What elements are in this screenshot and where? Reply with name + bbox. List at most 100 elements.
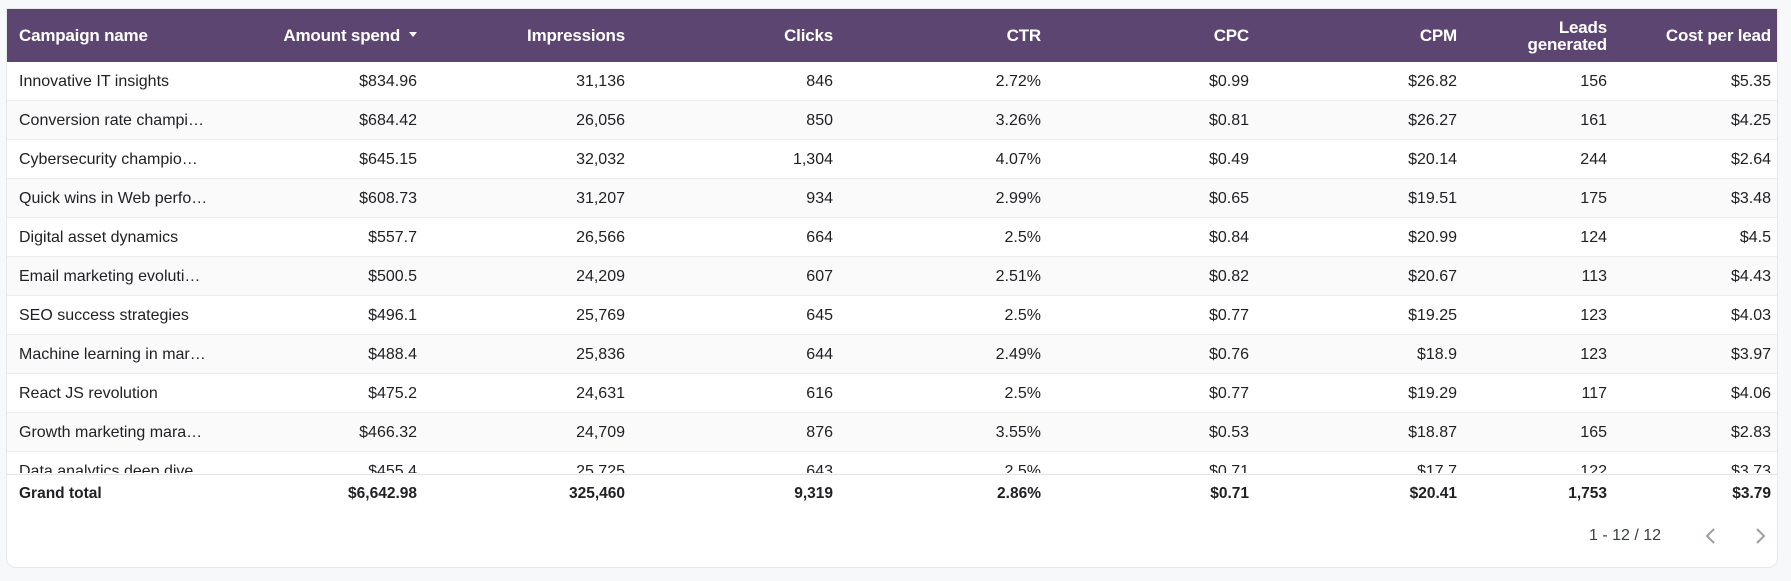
cell-campaign-name: Innovative IT insights	[19, 73, 170, 90]
cell-leads-generated: 175	[1580, 190, 1607, 207]
cell-cpm: $20.99	[1408, 229, 1457, 246]
cell-cpm: $18.87	[1408, 424, 1457, 441]
table-row[interactable]: React JS revolution $475.2 24,631 616 2.5% $0…	[7, 374, 1777, 413]
col-header-clicks[interactable]: Clicks	[784, 25, 833, 45]
cell-campaign-name: SEO success strategies	[19, 307, 189, 324]
cell-leads-generated: 123	[1580, 346, 1607, 363]
cell-leads-generated: 156	[1580, 73, 1607, 90]
cell-impressions: 26,566	[576, 229, 625, 246]
cell-amount-spend: $496.1	[368, 307, 417, 324]
cell-leads-generated: 161	[1580, 112, 1607, 129]
table-row[interactable]: Quick wins in Web perfo… $608.73 31,207 934…	[7, 179, 1777, 218]
cell-cpc: $0.76	[1208, 346, 1249, 363]
cell-cost-per-lead: $4.5	[1739, 229, 1771, 246]
total-impressions: 325,460	[568, 485, 625, 502]
total-leads: 1,753	[1568, 485, 1607, 502]
cell-cpc: $0.77	[1208, 307, 1249, 324]
cell-impressions: 25,769	[576, 307, 625, 324]
table-row[interactable]: Growth marketing mara… $466.32 24,709 876 3.…	[7, 413, 1777, 452]
cell-campaign-name: Machine learning in mar…	[19, 346, 206, 363]
total-ctr: 2.86%	[997, 485, 1041, 502]
cell-clicks: 850	[806, 112, 833, 129]
cell-clicks: 846	[806, 73, 833, 90]
table-row[interactable]: Email marketing evoluti… $500.5 24,209 607 2…	[7, 257, 1777, 296]
cell-cpc: $0.53	[1208, 424, 1249, 441]
cell-leads-generated: 113	[1581, 268, 1607, 285]
table-row[interactable]: SEO success strategies $496.1 25,769 645 2.5…	[7, 296, 1777, 335]
total-amount-spend: $6,642.98	[348, 485, 417, 502]
cell-amount-spend: $645.15	[359, 151, 417, 168]
chevron-right-icon	[1756, 528, 1766, 544]
cell-cpc: $0.99	[1208, 73, 1249, 90]
total-cpc: $0.71	[1210, 485, 1249, 502]
cell-ctr: 3.55%	[995, 424, 1041, 441]
cell-cpc: $0.82	[1208, 268, 1249, 285]
cell-amount-spend: $455.4	[368, 463, 417, 473]
cell-campaign-name: Conversion rate champi…	[19, 112, 204, 129]
table-row[interactable]: Data analytics deep dive $455.4 25,725 643 2…	[7, 452, 1777, 473]
cell-clicks: 876	[806, 424, 833, 441]
cell-campaign-name: Quick wins in Web perfo…	[19, 190, 208, 207]
col-header-campaign-name[interactable]: Campaign name	[19, 25, 148, 45]
cell-ctr: 2.99%	[995, 190, 1041, 207]
col-header-leads-generated[interactable]: Leads generated	[1527, 17, 1608, 54]
cell-cost-per-lead: $4.03	[1730, 307, 1771, 324]
table-row[interactable]: Innovative IT insights $834.96 31,136 846 2.…	[7, 62, 1777, 101]
table-row[interactable]: Conversion rate champi… $684.42 26,056 850 3…	[7, 101, 1777, 140]
grand-total-label: Grand total	[19, 485, 102, 502]
cell-impressions: 25,836	[576, 346, 625, 363]
col-header-cost-per-lead[interactable]: Cost per lead	[1665, 25, 1771, 45]
cell-ctr: 2.49%	[995, 346, 1041, 363]
cell-ctr: 2.5%	[1004, 307, 1041, 324]
cell-leads-generated: 122	[1580, 463, 1607, 473]
chevron-left-icon	[1705, 528, 1715, 544]
cell-ctr: 2.51%	[995, 268, 1041, 285]
cell-campaign-name: React JS revolution	[19, 385, 158, 402]
prev-page-button[interactable]	[1698, 523, 1724, 549]
cell-impressions: 25,725	[576, 463, 625, 473]
cell-leads-generated: 124	[1580, 229, 1607, 246]
cell-amount-spend: $488.4	[368, 346, 417, 363]
cell-cpm: $19.25	[1408, 307, 1457, 324]
table-row[interactable]: Digital asset dynamics $557.7 26,566 664 2.5…	[7, 218, 1777, 257]
cell-impressions: 31,136	[576, 73, 625, 90]
cell-impressions: 31,207	[576, 190, 625, 207]
sort-descending-icon	[409, 32, 417, 37]
cell-campaign-name: Cybersecurity champio…	[19, 151, 198, 168]
cell-cpm: $19.29	[1408, 385, 1457, 402]
cell-amount-spend: $834.96	[359, 73, 417, 90]
cell-amount-spend: $684.42	[359, 112, 417, 129]
table-body[interactable]: Innovative IT insights $834.96 31,136 846 2.…	[7, 62, 1777, 473]
cell-impressions: 24,709	[576, 424, 625, 441]
table-row[interactable]: Cybersecurity champio… $645.15 32,032 1,304…	[7, 140, 1777, 179]
col-header-impressions[interactable]: Impressions	[527, 25, 625, 45]
cell-impressions: 26,056	[576, 112, 625, 129]
cell-ctr: 2.72%	[995, 73, 1041, 90]
total-cost-per-lead: $3.79	[1732, 485, 1771, 502]
cell-cpm: $20.67	[1408, 268, 1457, 285]
cell-clicks: 607	[806, 268, 833, 285]
cell-ctr: 2.5%	[1004, 385, 1041, 402]
table-row[interactable]: Machine learning in mar… $488.4 25,836 644 2…	[7, 335, 1777, 374]
cell-amount-spend: $608.73	[359, 190, 417, 207]
cell-amount-spend: $557.7	[368, 229, 417, 246]
cell-clicks: 1,304	[792, 151, 833, 168]
cell-cpc: $0.49	[1208, 151, 1249, 168]
col-header-cpm[interactable]: CPM	[1419, 25, 1457, 45]
cell-cpm: $17.7	[1416, 463, 1457, 473]
cell-cost-per-lead: $2.83	[1730, 424, 1771, 441]
col-header-cpc[interactable]: CPC	[1213, 25, 1249, 45]
cell-ctr: 3.26%	[995, 112, 1041, 129]
cell-cpc: $0.65	[1208, 190, 1249, 207]
cell-cpm: $18.9	[1416, 346, 1457, 363]
cell-cost-per-lead: $3.97	[1730, 346, 1771, 363]
col-header-amount-spend[interactable]: Amount spend	[217, 9, 417, 62]
cell-cost-per-lead: $3.73	[1730, 463, 1771, 473]
cell-cpc: $0.81	[1208, 112, 1249, 129]
campaign-table: Campaign name Amount spend Impressions C…	[6, 8, 1778, 568]
cell-leads-generated: 165	[1580, 424, 1607, 441]
col-header-ctr[interactable]: CTR	[1006, 25, 1042, 45]
next-page-button[interactable]	[1747, 523, 1773, 549]
cell-clicks: 645	[806, 307, 833, 324]
cell-cpc: $0.77	[1208, 385, 1249, 402]
